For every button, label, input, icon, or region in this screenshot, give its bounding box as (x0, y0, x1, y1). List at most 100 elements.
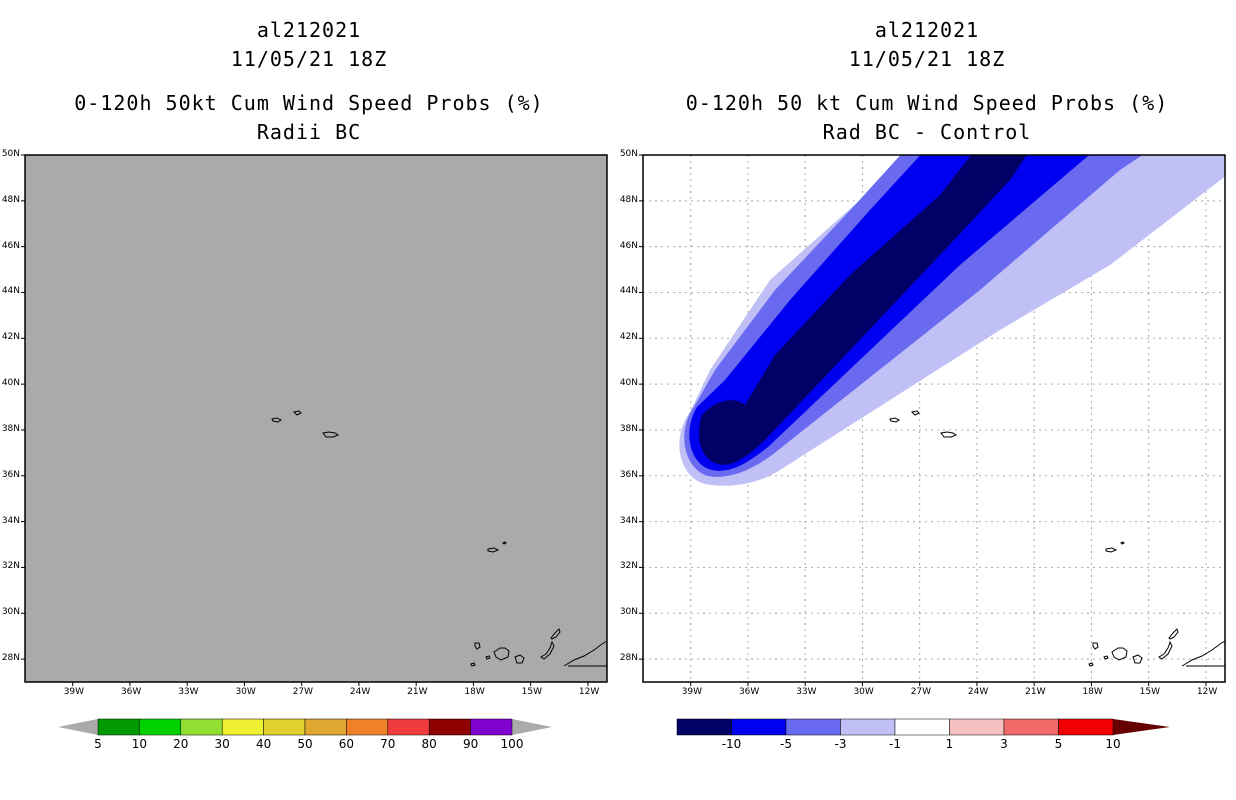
right-lat-label: 50N (619, 149, 638, 159)
colorbar-segment (1058, 718, 1114, 736)
island-gran-canaria (514, 654, 525, 664)
right-lat-label: 48N (619, 194, 638, 205)
colorbar-segment (180, 718, 223, 736)
colorbar-segment (894, 718, 950, 736)
left-lat-label: 36N (1, 469, 20, 480)
colorbar-segment (221, 718, 264, 736)
island-azores-sao-miguel (940, 431, 958, 438)
colorbar-label: 10 (131, 737, 148, 751)
right-islands (889, 410, 1226, 667)
right-map-frame (642, 154, 1226, 683)
colorbar-segment (470, 718, 513, 736)
colorbar-label: 60 (338, 737, 355, 751)
right-lon-label: 36W (738, 687, 760, 697)
left-map-frame (24, 154, 608, 683)
island-la-palma (474, 642, 481, 650)
right-lat-label: 32N (619, 561, 638, 572)
island-azores-sao-miguel (322, 431, 340, 438)
right-lon-label: 39W (681, 687, 703, 697)
right-colorbar-high-arrow (1113, 719, 1170, 735)
colorbar-segment (263, 718, 306, 736)
colorbar-segment (428, 718, 471, 736)
right-lat-label: 38N (619, 423, 638, 434)
right-storm-id: al212021 (874, 18, 980, 42)
left-lon-label: 36W (120, 687, 142, 697)
left-lon-label: 33W (178, 687, 199, 697)
right-lat-label: 36N (619, 469, 638, 480)
colorbar-label: 30 (214, 737, 230, 751)
colorbar-segment (1003, 718, 1059, 736)
island-fuerteventura (540, 640, 555, 660)
left-lon-label: 12W (578, 687, 600, 697)
right-lat-label: 46N (619, 240, 638, 251)
colorbar-segment (346, 718, 389, 736)
colorbar-label: 50 (297, 737, 313, 751)
colorbar-label: 70 (380, 737, 396, 751)
left-lat-label: 40N (1, 378, 20, 389)
africa-coastline (563, 640, 608, 667)
island-tenerife (493, 647, 510, 661)
colorbar-label: 80 (421, 737, 437, 751)
colorbar-label: -5 (780, 737, 792, 751)
right-lon-label: 33W (796, 687, 817, 697)
island-hierro (1088, 662, 1094, 667)
island-porto-santo (1120, 541, 1125, 545)
right-lon-label: 27W (910, 687, 932, 697)
left-subtitle: Radii BC (256, 120, 362, 144)
left-lon-label: 15W (521, 687, 543, 697)
left-lat-label: 50N (1, 149, 20, 159)
left-colorbar-high-arrow (512, 719, 552, 735)
colorbar-label: 100 (500, 737, 524, 751)
colorbar-label: 40 (255, 737, 272, 751)
island-gran-canaria (1132, 654, 1143, 664)
island-hierro (470, 662, 476, 667)
right-lon-label: 12W (1196, 687, 1218, 697)
colorbar-segment (676, 718, 732, 736)
colorbar-segment (387, 718, 430, 736)
left-map-field (25, 155, 607, 682)
left-storm-id: al212021 (256, 18, 362, 42)
left-lat-label: 44N (1, 286, 20, 297)
colorbar-label: 20 (173, 737, 189, 751)
right-lon-label: 21W (1025, 687, 1046, 697)
left-colorbar (58, 718, 552, 736)
island-azores-flores (889, 417, 900, 423)
left-lon-label: 18W (464, 687, 485, 697)
colorbar-label: 10 (1105, 737, 1121, 751)
island-gomera (1103, 655, 1109, 660)
right-lon-label: 24W (967, 687, 989, 697)
right-lat-label: 44N (619, 286, 638, 297)
left-lat-label: 30N (1, 607, 20, 618)
colorbar-label: 3 (1000, 737, 1008, 751)
colorbar-label: -10 (721, 737, 742, 751)
right-lon-label: 30W (853, 687, 874, 697)
island-azores-faial (292, 410, 302, 416)
right-colorbar (676, 718, 1170, 736)
island-madeira (487, 547, 500, 553)
left-lon-label: 27W (292, 687, 314, 697)
left-lon-label: 21W (407, 687, 428, 697)
left-datetime: 11/05/21 18Z (230, 47, 388, 71)
left-lon-label: 39W (63, 687, 85, 697)
right-lat-label: 40N (619, 378, 638, 389)
colorbar-segment (840, 718, 896, 736)
left-lat-label: 32N (1, 561, 20, 572)
left-lat-label: 42N (1, 332, 20, 343)
colorbar-segment (304, 718, 347, 736)
island-madeira (1105, 547, 1118, 553)
right-lat-label: 42N (619, 332, 638, 343)
right-lat-label: 34N (619, 515, 638, 526)
colorbar-label: 1 (945, 737, 954, 751)
left-lat-label: 46N (1, 240, 20, 251)
left-lon-label: 24W (349, 687, 371, 697)
colorbar-segment (731, 718, 787, 736)
left-islands (271, 410, 608, 667)
island-lanzarote (550, 628, 561, 640)
left-lat-label: 34N (1, 515, 20, 526)
island-gomera (485, 655, 491, 660)
island-azores-flores (271, 417, 282, 423)
island-la-palma (1092, 642, 1099, 650)
colorbar-label: -3 (834, 737, 847, 751)
island-porto-santo (502, 541, 507, 545)
